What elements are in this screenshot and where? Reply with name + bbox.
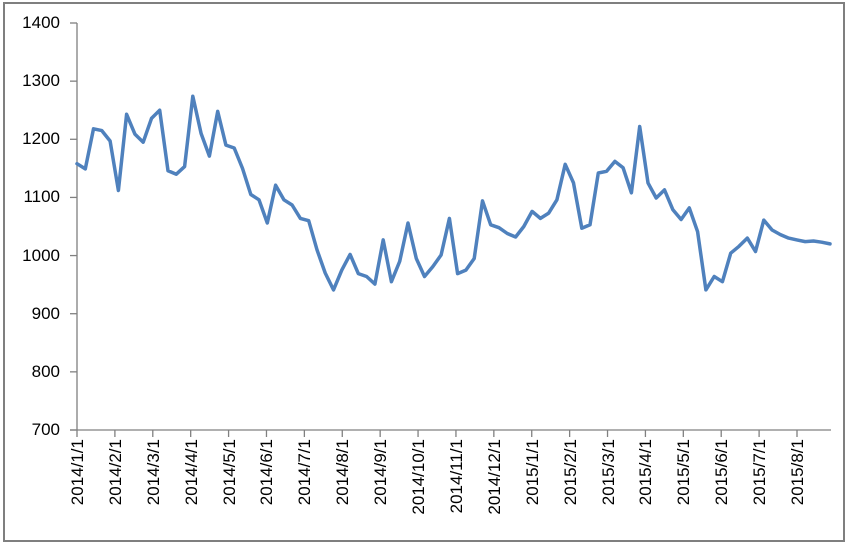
- y-tick-label: 1400: [22, 13, 60, 32]
- x-tick-label: 2015/5/1: [674, 439, 694, 506]
- y-tick-label: 700: [31, 420, 60, 439]
- y-tick-label: 1300: [22, 71, 60, 91]
- y-tick-label: 1100: [23, 187, 60, 207]
- x-tick-label: 2014/3/1: [143, 439, 163, 506]
- x-tick-label: 2015/6/1: [712, 439, 732, 506]
- x-tick-label: 2015/8/1: [788, 439, 807, 506]
- axis-ticks: [70, 22, 798, 437]
- x-tick-label: 2014/12/1: [484, 439, 504, 515]
- x-tick-label: 2014/2/1: [105, 439, 125, 506]
- y-tick-label: 800: [31, 361, 60, 381]
- series-line: [75, 94, 832, 292]
- axes: [70, 23, 831, 431]
- y-tick-label: 1200: [22, 129, 60, 149]
- x-tick-label: 2014/1/1: [68, 439, 87, 506]
- x-tick-label: 2015/4/1: [636, 439, 656, 506]
- x-tick-label: 2014/11/1: [446, 439, 466, 514]
- y-tick-label: 1000: [22, 245, 60, 265]
- x-tick-label: 2014/4/1: [181, 439, 201, 506]
- x-tick-label: 2014/10/1: [409, 439, 429, 515]
- x-tick-label: 2014/6/1: [257, 439, 277, 506]
- x-tick-label: 2015/3/1: [598, 439, 618, 506]
- data-series: [75, 94, 832, 292]
- x-tick-label: 2014/8/1: [333, 439, 353, 506]
- x-tick-label: 2015/7/1: [750, 439, 770, 506]
- x-tick-label: 2014/5/1: [219, 439, 239, 506]
- x-tick-label: 2015/1/1: [522, 439, 542, 506]
- x-tick-label: 2014/7/1: [295, 439, 315, 506]
- x-tick-label: 2015/2/1: [560, 439, 580, 506]
- x-tick-label: 2014/9/1: [371, 439, 391, 506]
- y-tick-label: 900: [31, 303, 60, 323]
